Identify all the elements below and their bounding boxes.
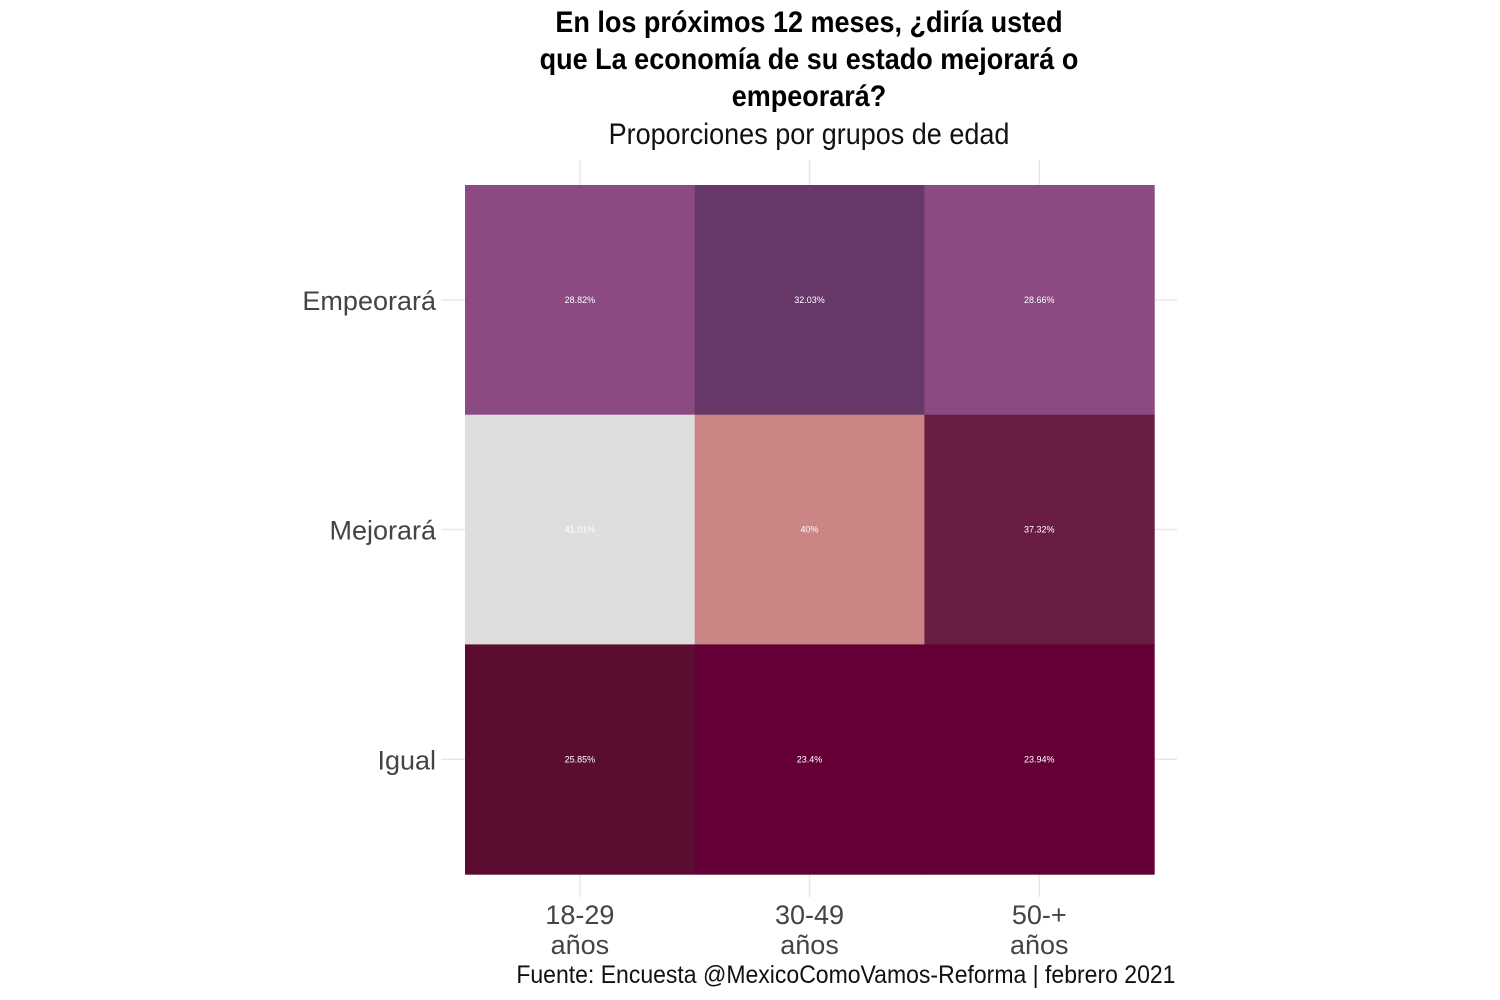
cell-value-label: 41.01% [565,525,596,535]
heatmap-cell [694,644,925,875]
x-tick-label: 18-29 [545,900,614,930]
cell-value-label: 40% [801,525,819,535]
heatmap-cell [465,414,696,645]
x-tick-label: años [1010,930,1069,960]
y-tick-label: Igual [377,745,436,775]
chart-title: En los próximos 12 meses, ¿diría usted q… [449,4,1169,115]
cell-value-label: 25.85% [565,754,596,764]
cell-value-label: 23.4% [797,754,823,764]
chart-title-line: empeorará? [731,80,887,113]
heatmap-cell [924,185,1155,416]
x-tick-label: años [780,930,839,960]
chart-caption: Fuente: Encuesta @MexicoComoVamos-Reform… [515,961,1175,989]
chart-subtitle: Proporciones por grupos de edad [608,118,1010,151]
y-tick-label: Empeorará [302,286,437,316]
cell-value-label: 23.94% [1024,754,1055,764]
x-tick-label: 30-49 [775,900,844,930]
heatmap-cell [694,414,925,645]
cell-value-label: 28.66% [1024,295,1055,305]
y-tick-label: Mejorará [329,516,437,546]
heatmap-cell [465,644,696,875]
heatmap-cell [465,185,696,416]
heatmap-cell [924,414,1155,645]
x-tick-label: años [551,930,610,960]
heatmap-cell [924,644,1155,875]
heatmap-cell [694,185,925,416]
cell-value-label: 37.32% [1024,525,1055,535]
chart-title-line: En los próximos 12 meses, ¿diría usted [555,6,1063,39]
chart-title-line: que La economía de su estado mejorará o [539,43,1079,76]
cell-value-label: 32.03% [794,295,825,305]
x-tick-label: 50-+ [1012,900,1067,930]
cell-value-label: 28.82% [565,295,596,305]
